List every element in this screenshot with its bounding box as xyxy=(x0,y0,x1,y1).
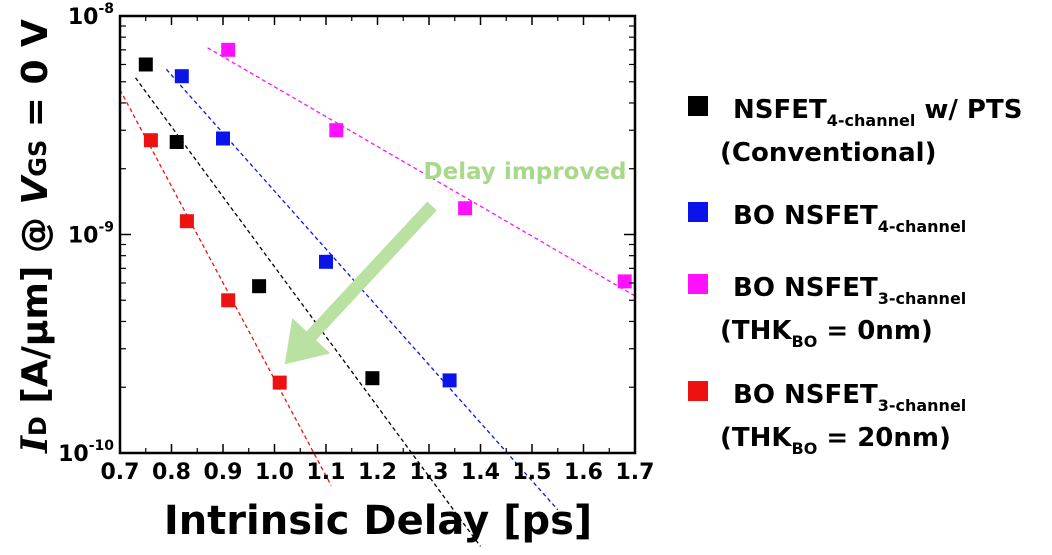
y-axis-title: ID [A/μm] @ VGS = 0 V xyxy=(14,19,56,454)
delay-improved-arrow xyxy=(284,201,437,365)
marker-series-2-point-4 xyxy=(442,373,457,388)
data-markers xyxy=(138,42,632,390)
x-tick-label: 1.3 xyxy=(410,460,449,485)
x-tick-label: 1.7 xyxy=(616,460,655,485)
x-tick-label: 0.9 xyxy=(204,460,243,485)
marker-series-4-point-3 xyxy=(221,293,236,308)
legend-marker-series-3 xyxy=(688,274,708,294)
axis-tick-labels: 0.7 0.8 0.9 1.0 1.1 1.2 1.3 1.4 1.5 1.6 1.7 10-8 10-… xyxy=(58,1,654,485)
legend-label-series-2-line-1: BO NSFET4-channel xyxy=(733,201,966,236)
x-tick-label: 1.2 xyxy=(358,460,397,485)
fit-line-series-3 xyxy=(207,47,636,297)
legend-label-series-3-line-2: (THKBO = 0nm) xyxy=(720,316,933,351)
marker-series-3-point-2 xyxy=(329,123,344,138)
legend-marker-series-4 xyxy=(688,381,708,401)
delay-improved-annotation: Delay improved xyxy=(424,159,627,185)
marker-series-3-point-3 xyxy=(458,201,473,216)
fit-line-series-1 xyxy=(134,77,482,547)
legend: NSFET4-channel w/ PTS (Conventional) BO NS… xyxy=(688,95,1022,458)
marker-series-1-point-4 xyxy=(365,371,380,386)
x-tick-label: 1.0 xyxy=(255,460,294,485)
marker-series-4-point-2 xyxy=(179,214,194,229)
x-axis-title: Intrinsic Delay [ps] xyxy=(164,498,592,544)
y-tick-label: 10-8 xyxy=(68,1,114,30)
y-tick-label: 10-9 xyxy=(68,220,114,249)
legend-label-series-4-line-2: (THKBO = 20nm) xyxy=(720,423,951,458)
marker-series-2-point-1 xyxy=(174,69,189,84)
axis-ticks xyxy=(119,15,636,454)
marker-series-3-point-4 xyxy=(617,274,632,289)
x-tick-label: 1.5 xyxy=(513,460,552,485)
marker-series-2-point-2 xyxy=(216,131,230,146)
marker-series-2-point-3 xyxy=(319,254,333,269)
marker-series-1-point-1 xyxy=(138,57,153,72)
x-tick-label: 1.4 xyxy=(461,460,500,485)
legend-label-series-3-line-1: BO NSFET3-channel xyxy=(733,273,966,308)
x-tick-label: 0.7 xyxy=(101,460,140,485)
marker-series-4-point-4 xyxy=(272,375,287,390)
marker-series-1-point-3 xyxy=(252,279,267,294)
marker-series-4-point-1 xyxy=(143,133,158,148)
y-tick-label: 10-10 xyxy=(58,438,114,467)
legend-label-series-1-line-1: NSFET4-channel w/ PTS xyxy=(733,95,1022,130)
legend-marker-series-1 xyxy=(688,96,708,116)
legend-label-series-4-line-1: BO NSFET3-channel xyxy=(733,380,966,415)
x-tick-label: 0.8 xyxy=(152,460,191,485)
marker-series-1-point-2 xyxy=(169,135,184,149)
x-tick-label: 1.6 xyxy=(564,460,603,485)
legend-marker-series-2 xyxy=(688,202,708,222)
x-tick-label: 1.1 xyxy=(307,460,346,485)
fit-line-series-4 xyxy=(119,89,332,486)
marker-series-3-point-1 xyxy=(221,42,236,57)
legend-label-series-1-line-2: (Conventional) xyxy=(720,138,936,168)
